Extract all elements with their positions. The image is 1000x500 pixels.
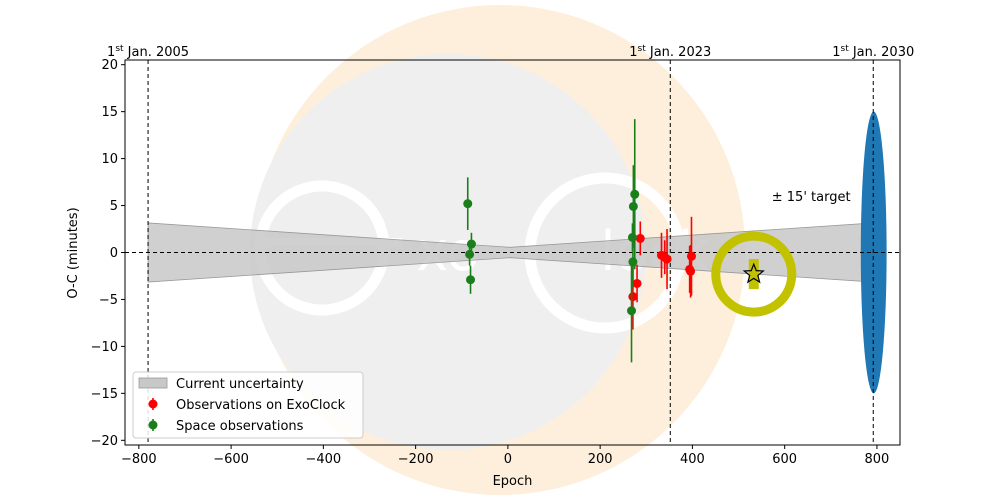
date-marker-day: 1 — [107, 45, 115, 60]
date-marker-text: Jan. 2005 — [124, 45, 190, 60]
exoclock-point — [686, 266, 696, 276]
x-tick-label: 0 — [504, 452, 512, 467]
y-tick-label: 10 — [101, 152, 118, 167]
y-tick-label: −15 — [91, 387, 118, 402]
legend-label-series: Space observations — [176, 419, 304, 434]
date-marker-sup: st — [115, 44, 124, 54]
x-tick-label: −800 — [121, 452, 157, 467]
space-point — [465, 249, 475, 259]
target-layer — [711, 231, 797, 317]
x-tick-label: −600 — [213, 452, 249, 467]
x-tick-label: 200 — [588, 452, 613, 467]
date-marker-day: 1 — [832, 45, 840, 60]
legend-label-series: Observations on ExoClock — [176, 398, 346, 413]
date-marker-text: Jan. 2030 — [849, 45, 915, 60]
legend-box — [132, 371, 364, 439]
date-marker-label: 1st Jan. 2023 — [629, 44, 711, 60]
space-point — [630, 189, 640, 199]
y-tick-label: −20 — [91, 434, 118, 449]
exoclock-point — [662, 254, 672, 264]
exoclock-point — [632, 278, 642, 288]
legend-swatch-band — [138, 377, 168, 389]
x-tick-label: −400 — [306, 452, 342, 467]
y-tick-label: 20 — [101, 58, 118, 73]
x-tick-label: 800 — [865, 452, 890, 467]
date-marker-lines: 1st Jan. 2005 1st Jan. 2023 1st Jan. 2030 — [107, 44, 914, 445]
target-star-marker — [742, 262, 765, 284]
date-marker-sup: st — [841, 44, 850, 54]
x-tick-label: 600 — [772, 452, 797, 467]
y-tick-label: −10 — [91, 340, 118, 355]
target-ring — [711, 231, 797, 317]
y-tick-label: 15 — [101, 105, 118, 120]
date-marker-text: Jan. 2023 — [646, 45, 712, 60]
date-marker-day: 1 — [629, 45, 637, 60]
legend-label-band: Current uncertainty — [176, 377, 304, 392]
date-marker-label: 1st Jan. 2005 — [107, 44, 189, 60]
space-point — [466, 275, 476, 285]
space-point — [463, 199, 473, 209]
y-axis-label: O-C (minutes) — [66, 207, 81, 298]
observation-points-layer — [463, 119, 696, 363]
exoclock-point — [686, 251, 696, 261]
y-tick-label: −5 — [99, 293, 118, 308]
space-point — [466, 239, 476, 249]
legend-point-swatch — [148, 420, 158, 430]
date-marker-label: 1st Jan. 2030 — [832, 44, 914, 60]
space-point — [628, 257, 638, 267]
axis-ticks-layer: −800 −600 −400 −200 0 200 400 600 800−20−15−10−5… — [91, 58, 890, 467]
x-tick-label: −200 — [398, 452, 434, 467]
exoclock-point — [628, 292, 638, 302]
date-marker-sup: st — [638, 44, 647, 54]
x-tick-label: 400 — [680, 452, 705, 467]
space-point — [627, 306, 637, 316]
legend: Current uncertainty Observations on ExoCl… — [132, 371, 364, 439]
space-point — [628, 201, 638, 211]
axis-labels-layer: Epoch O-C (minutes) ± 15' target — [66, 190, 851, 489]
legend-point-swatch — [148, 399, 158, 409]
target-box — [748, 259, 759, 290]
target-annotation: ± 15' target — [772, 190, 851, 205]
y-tick-label: 5 — [110, 199, 118, 214]
x-axis-label: Epoch — [493, 474, 533, 489]
y-tick-label: 0 — [110, 246, 118, 261]
exoclock-point — [635, 233, 645, 243]
